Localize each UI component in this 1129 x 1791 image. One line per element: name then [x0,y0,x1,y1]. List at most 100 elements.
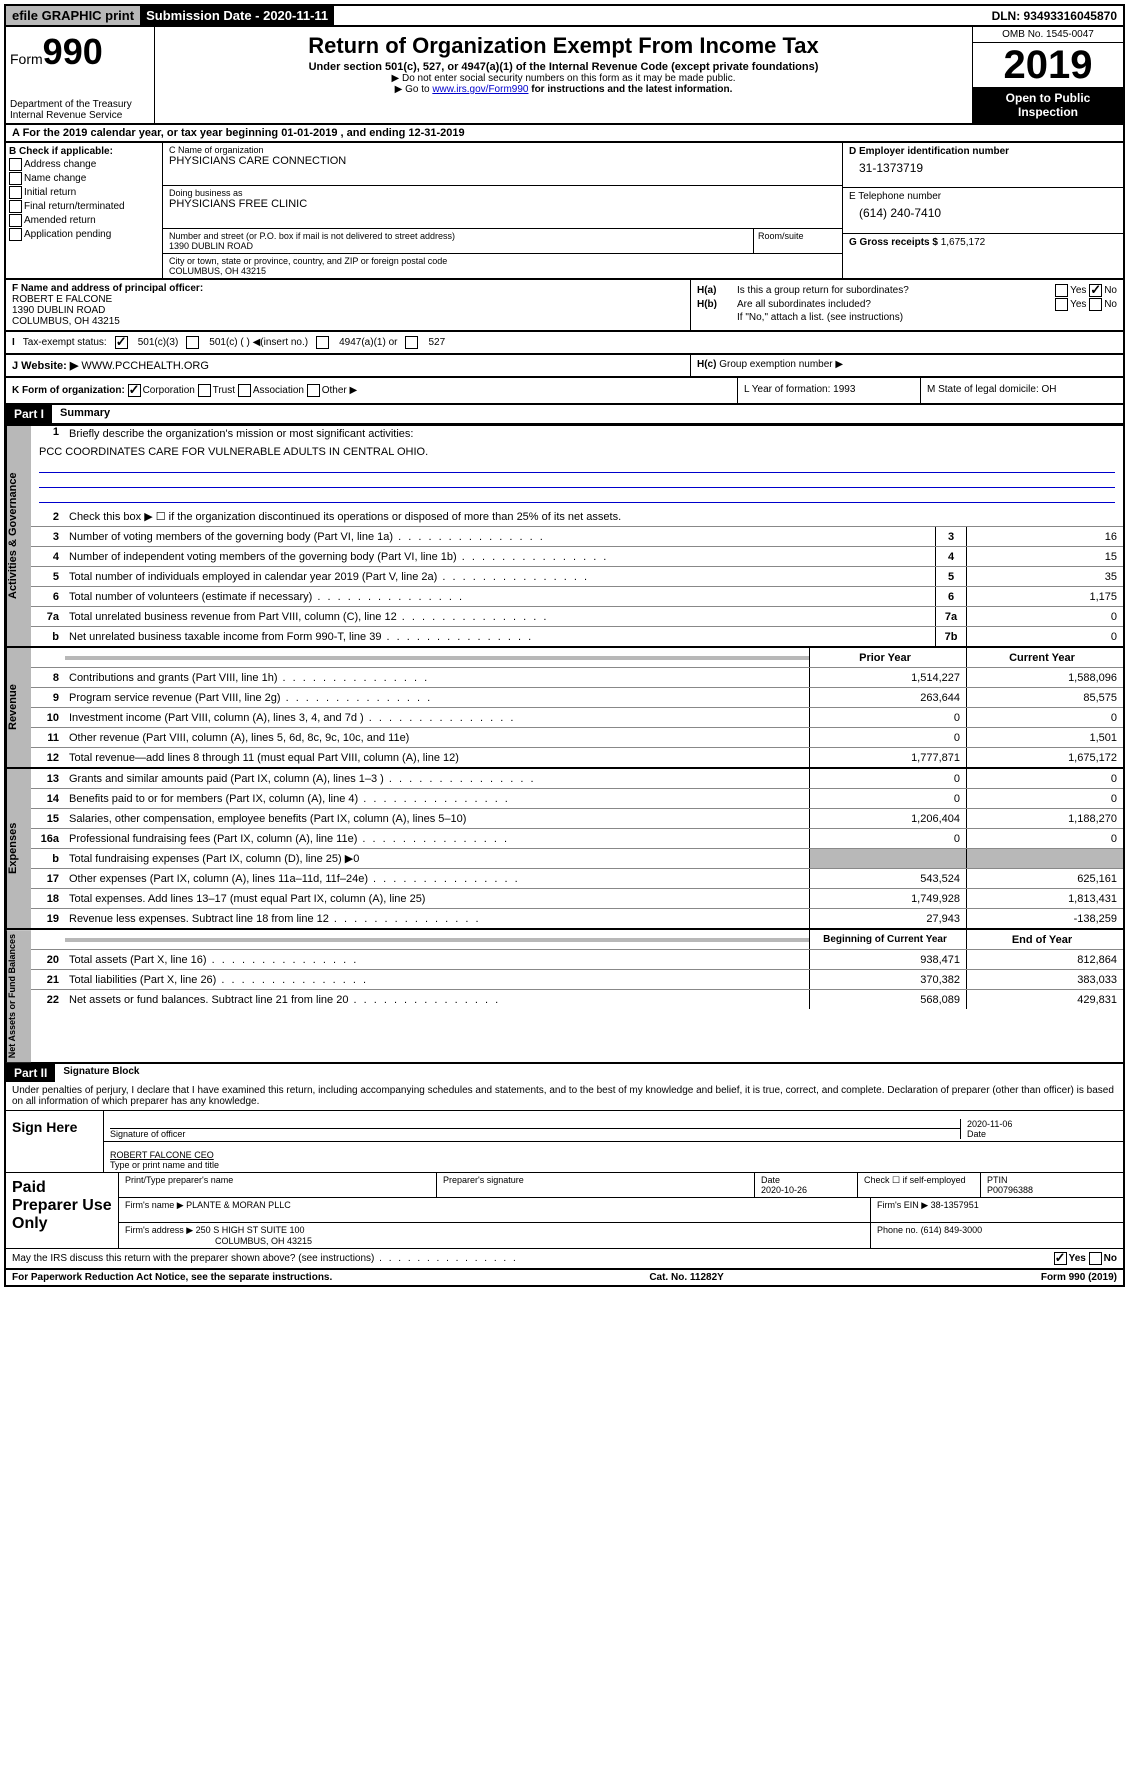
l14-prior: 0 [809,789,966,808]
section-net-assets: Net Assets or Fund Balances Beginning of… [4,930,1125,1064]
chk-corp[interactable] [128,384,141,397]
paid-preparer-row: Paid Preparer Use Only Print/Type prepar… [6,1172,1123,1248]
note-goto: ▶ Go to www.irs.gov/Form990 for instruct… [163,84,964,95]
sign-here-row: Sign Here Signature of officer 2020-11-0… [6,1110,1123,1172]
begin-year-head: Beginning of Current Year [809,930,966,949]
dln: DLN: 93493316045870 [986,7,1123,25]
l16a-current: 0 [966,829,1123,848]
line7b-text: Net unrelated business taxable income fr… [65,629,935,645]
l19-prior: 27,943 [809,909,966,928]
website-url: WWW.PCCHEALTH.ORG [81,360,209,372]
side-net: Net Assets or Fund Balances [6,930,31,1062]
sign-here-label: Sign Here [6,1111,104,1172]
mission-text: PCC COORDINATES CARE FOR VULNERABLE ADUL… [31,442,1123,507]
firm-phone-cell: Phone no. (614) 849-3000 [871,1223,1123,1248]
line7a-val: 0 [966,607,1123,626]
paid-preparer-label: Paid Preparer Use Only [6,1173,119,1248]
prior-year-head: Prior Year [809,648,966,667]
form-header: Form990 Department of the Treasury Inter… [4,27,1125,125]
header-center: Return of Organization Exempt From Incom… [155,27,972,123]
l16a-prior: 0 [809,829,966,848]
l13-prior: 0 [809,769,966,788]
chk-pending[interactable]: Application pending [9,228,159,241]
discuss-no[interactable] [1089,1252,1102,1265]
l22-begin: 568,089 [809,990,966,1009]
l21-end: 383,033 [966,970,1123,989]
prep-self-emp[interactable]: Check ☐ if self-employed [858,1173,981,1197]
chk-address[interactable]: Address change [9,158,159,171]
omb-number: OMB No. 1545-0047 [973,27,1123,43]
chk-initial[interactable]: Initial return [9,186,159,199]
footer-cat: Cat. No. 11282Y [649,1272,723,1283]
penalty-text: Under penalties of perjury, I declare th… [6,1082,1123,1110]
line2-text: Check this box ▶ ☐ if the organization d… [65,508,1123,525]
ein-value: 31-1373719 [849,161,1117,175]
form-num: 990 [43,31,103,72]
street-addr: 1390 DUBLIN ROAD [169,241,253,251]
prep-ptin: PTINP00796388 [981,1173,1123,1197]
chk-4947[interactable] [316,336,329,349]
line3-val: 16 [966,527,1123,546]
line6-text: Total number of volunteers (estimate if … [65,589,935,605]
l16b-prior-grey [809,849,966,868]
line4-text: Number of independent voting members of … [65,549,935,565]
sig-officer-cell[interactable]: Signature of officer [110,1114,960,1139]
chk-amended[interactable]: Amended return [9,214,159,227]
f-officer: F Name and address of principal officer:… [6,280,691,330]
chk-501c[interactable] [186,336,199,349]
k-form-org: K Form of organization: Corporation Trus… [6,378,737,403]
line3-text: Number of voting members of the governin… [65,529,935,545]
side-revenue: Revenue [6,648,31,767]
l17-prior: 543,524 [809,869,966,888]
hc-group-exempt: H(c) Group exemption number ▶ [690,355,1123,376]
row-a-period: A For the 2019 calendar year, or tax yea… [4,125,1125,143]
part2-tab: Part II [6,1064,55,1082]
discuss-row: May the IRS discuss this return with the… [6,1248,1123,1268]
block-fh: F Name and address of principal officer:… [4,280,1125,332]
l13-current: 0 [966,769,1123,788]
prep-date: Date2020-10-26 [755,1173,858,1197]
irs-link[interactable]: www.irs.gov/Form990 [432,84,528,95]
chk-trust[interactable] [198,384,211,397]
tel-value: (614) 240-7410 [849,206,1117,220]
l18-current: 1,813,431 [966,889,1123,908]
addr-row: Number and street (or P.O. box if mail i… [163,229,842,254]
discuss-yes[interactable] [1054,1252,1067,1265]
current-year-head: Current Year [966,648,1123,667]
chk-name[interactable]: Name change [9,172,159,185]
org-name-box: C Name of organization PHYSICIANS CARE C… [163,143,842,186]
m-state: M State of legal domicile: OH [920,378,1123,403]
footer: For Paperwork Reduction Act Notice, see … [4,1270,1125,1287]
line5-text: Total number of individuals employed in … [65,569,935,585]
form-prefix: Form [10,51,43,67]
section-revenue: Revenue Prior Year Current Year 8 Contri… [4,648,1125,769]
footer-right: Form 990 (2019) [1041,1272,1117,1283]
officer-addr1: 1390 DUBLIN ROAD [12,305,105,316]
l9-current: 85,575 [966,688,1123,707]
org-name: PHYSICIANS CARE CONNECTION [169,155,346,167]
gross-value: 1,675,172 [941,237,986,248]
chk-final[interactable]: Final return/terminated [9,200,159,213]
chk-527[interactable] [405,336,418,349]
line5-val: 35 [966,567,1123,586]
header-left: Form990 Department of the Treasury Inter… [6,27,155,123]
city-val: COLUMBUS, OH 43215 [169,266,266,276]
section-governance: Activities & Governance 1 Briefly descri… [4,426,1125,648]
j-website: J Website: ▶ WWW.PCCHEALTH.ORG [6,355,690,376]
l20-begin: 938,471 [809,950,966,969]
line6-val: 1,175 [966,587,1123,606]
ein-box: D Employer identification number 31-1373… [843,143,1123,188]
l19-current: -138,259 [966,909,1123,928]
chk-501c3[interactable] [115,336,128,349]
line7a-text: Total unrelated business revenue from Pa… [65,609,935,625]
l14-current: 0 [966,789,1123,808]
l8-current: 1,588,096 [966,668,1123,687]
chk-other[interactable] [307,384,320,397]
signature-block: Part II Signature Block Under penalties … [4,1064,1125,1270]
dba-label: Doing business as [169,188,243,198]
website-row: J Website: ▶ WWW.PCCHEALTH.ORG H(c) Grou… [4,355,1125,378]
side-expenses: Expenses [6,769,31,928]
col-deg: D Employer identification number 31-1373… [842,143,1123,278]
chk-assoc[interactable] [238,384,251,397]
tel-box: E Telephone number (614) 240-7410 [843,188,1123,233]
